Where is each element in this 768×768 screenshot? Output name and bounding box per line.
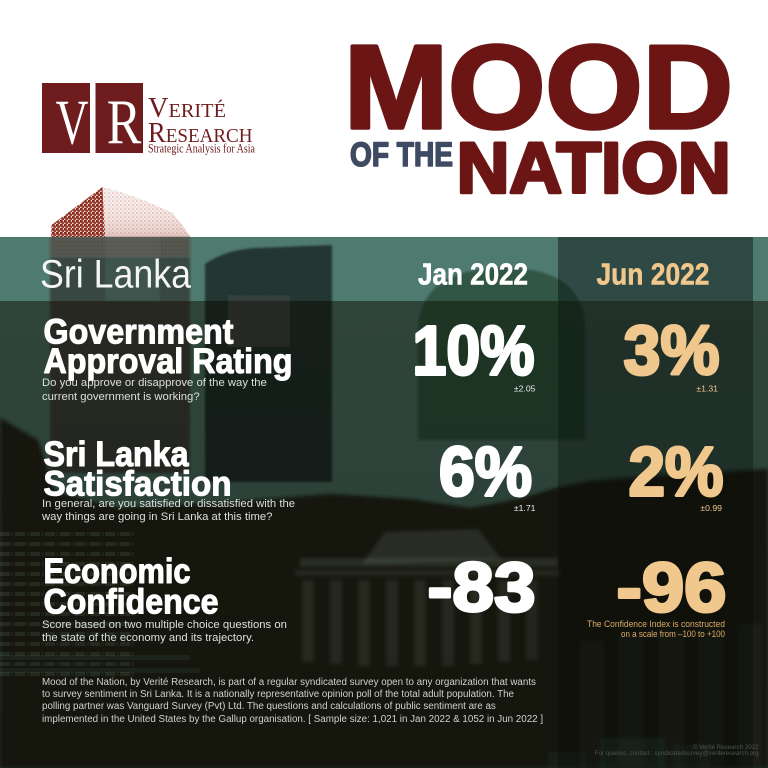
svg-text:MOOD: MOOD (344, 21, 733, 154)
svg-text:Confidence: Confidence (44, 583, 219, 622)
svg-text:The Confidence Index is constr: The Confidence Index is constructed (587, 619, 725, 629)
svg-text:Sri Lanka: Sri Lanka (40, 253, 192, 297)
svg-text:Jan 2022: Jan 2022 (418, 257, 528, 292)
svg-text:-96: -96 (617, 549, 727, 627)
svg-text:OF THE: OF THE (350, 136, 453, 174)
svg-text:6%: 6% (439, 433, 532, 511)
svg-text:V: V (56, 87, 89, 158)
svg-text:±1.31: ±1.31 (696, 384, 718, 394)
svg-text:Sri Lanka: Sri Lanka (44, 435, 189, 474)
svg-text:Economic: Economic (44, 552, 191, 591)
svg-text:Strategic Analysis for Asia: Strategic Analysis for Asia (148, 141, 255, 156)
svg-text:±1.71: ±1.71 (514, 503, 536, 513)
svg-text:R: R (107, 87, 142, 158)
svg-text:±0.99: ±0.99 (700, 503, 722, 513)
svg-text:Approval Rating: Approval Rating (44, 342, 293, 381)
svg-text:on a scale from –100 to +100: on a scale from –100 to +100 (621, 629, 725, 639)
svg-text:Government: Government (44, 312, 234, 351)
svg-text:2%: 2% (629, 433, 724, 511)
svg-text:NATION: NATION (457, 129, 731, 208)
svg-text:10%: 10% (413, 312, 535, 390)
svg-text:Jun 2022: Jun 2022 (597, 257, 710, 292)
svg-text:3%: 3% (624, 311, 720, 389)
svg-text:Satisfaction: Satisfaction (44, 465, 232, 504)
svg-text:±2.05: ±2.05 (514, 384, 536, 394)
svg-text:-83: -83 (428, 548, 536, 626)
